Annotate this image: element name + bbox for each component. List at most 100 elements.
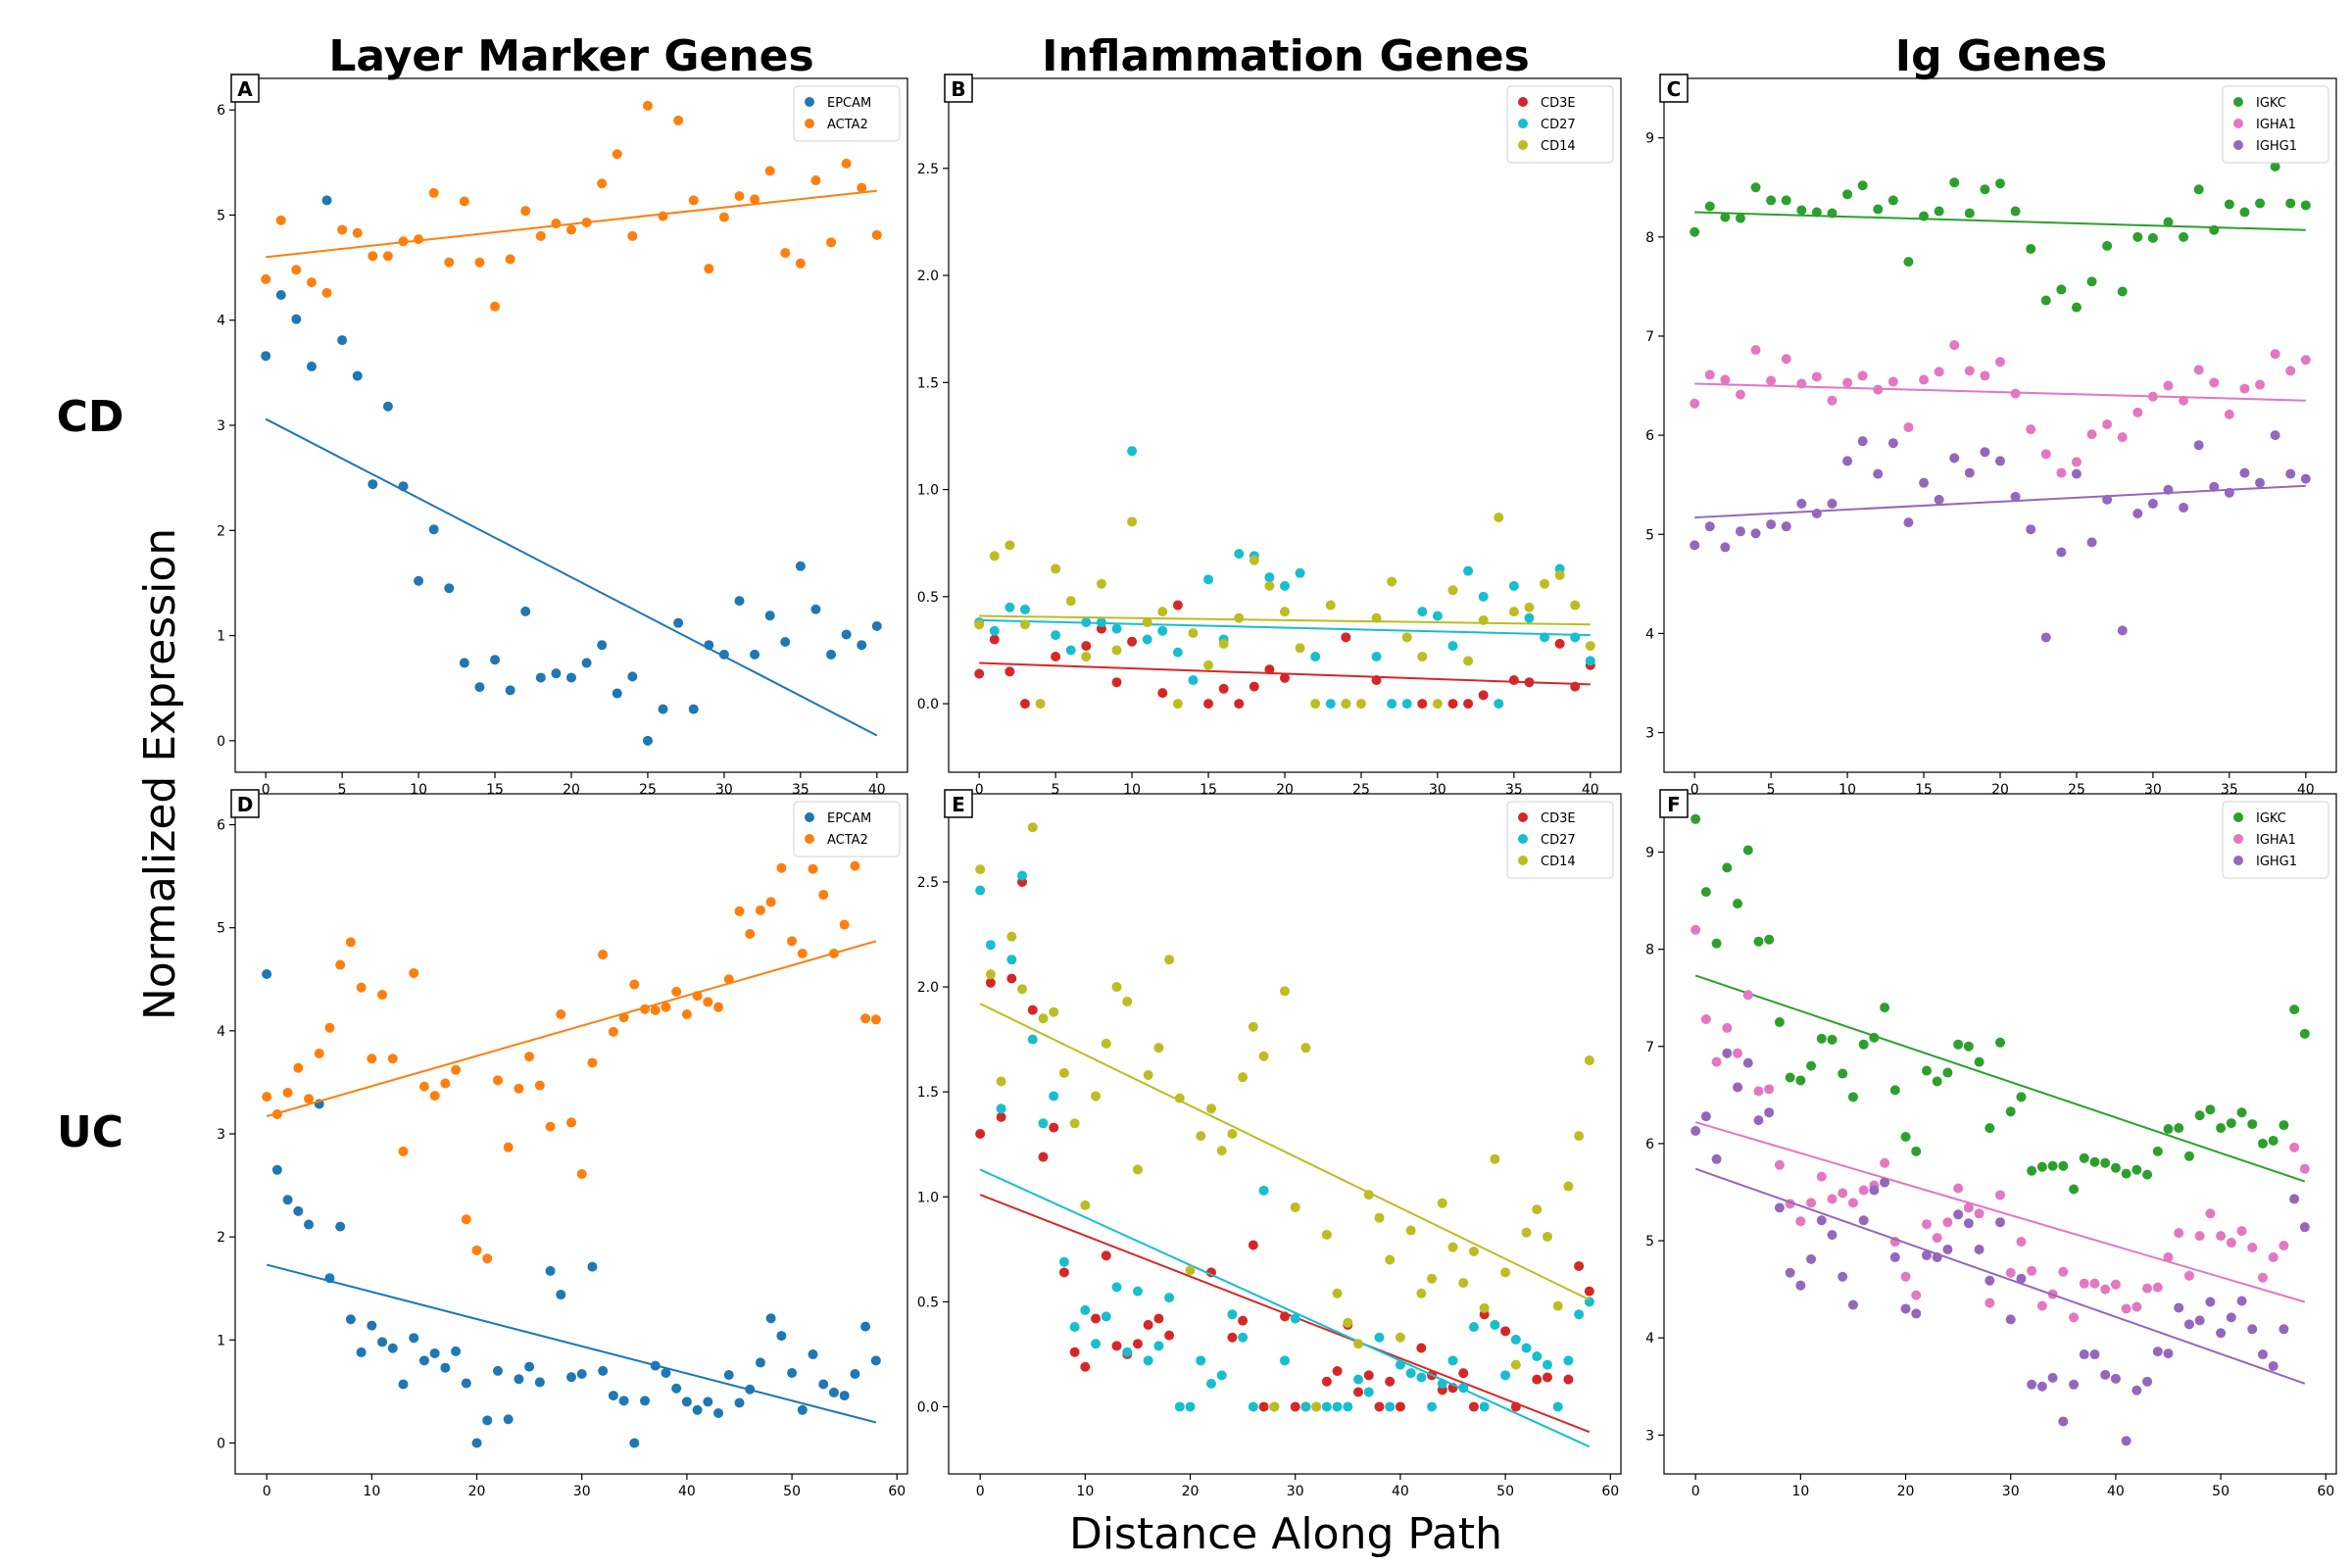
series-ighg1 [1690, 430, 2311, 643]
data-point [291, 265, 302, 275]
data-point [750, 194, 760, 205]
data-point [629, 1438, 640, 1448]
data-point [795, 258, 806, 269]
data-point [474, 682, 485, 693]
plot-area [1690, 813, 2310, 1446]
x-tick-label: 40 [1392, 1484, 1409, 1499]
panel-e: 0 10 20 30 40 50 60 0.0 0.5 1.0 1.5 2.0 2.5 E CD3E CD27… [917, 789, 1622, 1499]
x-tick-label: 10 [363, 1484, 380, 1499]
x-tick-label: 60 [1601, 1484, 1619, 1499]
x-tick-label: 30 [573, 1484, 591, 1499]
data-point [2255, 477, 2266, 488]
data-point [1258, 1401, 1269, 1412]
data-point [975, 1129, 986, 1139]
data-point [1122, 997, 1133, 1007]
data-point [1249, 555, 1259, 565]
data-point [1524, 602, 1535, 612]
data-point [1735, 526, 1745, 537]
data-point [2268, 1135, 2278, 1146]
data-point [304, 1219, 315, 1230]
legend-marker [2233, 97, 2243, 107]
data-point [810, 604, 821, 614]
data-point [1069, 1322, 1080, 1333]
data-point [1447, 585, 1458, 596]
axes-frame [948, 77, 1622, 773]
data-point [2056, 467, 2067, 478]
x-tick-label: 25 [1352, 782, 1370, 798]
data-point [387, 1054, 398, 1064]
legend-marker [805, 119, 814, 128]
data-point [1341, 632, 1351, 643]
trend-line [979, 662, 1591, 686]
data-point [671, 986, 682, 997]
data-point [1203, 574, 1214, 585]
data-point [1038, 1013, 1049, 1024]
data-point [2005, 1106, 2016, 1117]
legend-label: CD27 [1541, 118, 1576, 132]
data-point [520, 606, 531, 616]
series-acta2 [261, 100, 882, 312]
data-point [1722, 1048, 1733, 1058]
data-point [1416, 1288, 1427, 1298]
data-point [1934, 367, 1944, 377]
data-point [2193, 365, 2204, 375]
data-point [681, 1396, 692, 1407]
data-point [1574, 1309, 1585, 1320]
data-point [2205, 1208, 2216, 1219]
data-point [503, 1142, 514, 1152]
data-point [839, 919, 850, 930]
data-point [1248, 1401, 1258, 1412]
data-point [1700, 1014, 1711, 1025]
legend-marker [2233, 140, 2243, 150]
data-point [2226, 1312, 2236, 1323]
x-tick-label: 10 [1076, 1484, 1094, 1499]
data-point [2100, 1369, 2111, 1380]
data-point [1468, 1246, 1479, 1256]
legend-label: CD27 [1541, 833, 1576, 848]
data-point [1111, 645, 1122, 656]
data-point [797, 1404, 808, 1415]
data-point [671, 1383, 682, 1394]
data-point [1374, 1332, 1385, 1343]
data-point [1880, 1003, 1890, 1013]
data-point [1051, 564, 1061, 574]
data-point [514, 1083, 524, 1094]
data-point [1900, 1271, 1911, 1282]
data-point [1984, 1298, 1995, 1308]
data-point [1494, 512, 1504, 522]
legend-marker [805, 97, 814, 107]
data-point [2300, 473, 2311, 484]
legend-box [1506, 801, 1614, 879]
legend: IGKC IGHA1 IGHG1 [2222, 801, 2329, 879]
legend-label: IGHA1 [2256, 118, 2296, 132]
data-point [1766, 519, 1777, 530]
data-point [1974, 1244, 1984, 1254]
data-point [1432, 611, 1443, 621]
data-point [1838, 1271, 1848, 1282]
data-point [1795, 1216, 1806, 1227]
data-point [2278, 1120, 2289, 1131]
y-tick-label: 2.0 [917, 269, 939, 284]
data-point [1027, 1004, 1038, 1015]
data-point [1227, 1129, 1238, 1139]
data-point [2285, 366, 2296, 376]
data-point [985, 969, 996, 980]
y-tick-label: 1.0 [917, 1190, 939, 1205]
data-point [1858, 1039, 1869, 1050]
data-point [996, 1076, 1006, 1087]
data-point [1447, 699, 1458, 710]
data-point [1111, 1341, 1122, 1351]
data-point [382, 251, 393, 262]
data-point [261, 273, 271, 284]
x-tick-label: 30 [715, 782, 733, 798]
data-point [1827, 395, 1838, 406]
data-point [1690, 398, 1700, 409]
data-point [1563, 1374, 1574, 1385]
data-point [2224, 199, 2234, 210]
data-point [826, 649, 837, 660]
data-point [808, 863, 818, 874]
data-point [2257, 1349, 2268, 1360]
data-point [1185, 1265, 1196, 1276]
y-tick-label: 2.5 [917, 162, 939, 177]
data-point [826, 237, 837, 248]
